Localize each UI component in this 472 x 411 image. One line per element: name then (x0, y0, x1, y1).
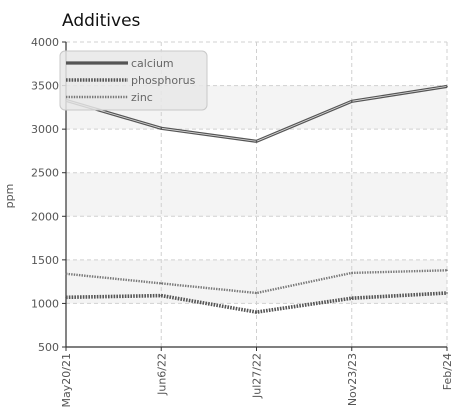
plot-band (66, 172, 447, 217)
data-point-calcium (255, 140, 258, 143)
data-point-calcium (160, 127, 163, 130)
y-tick-label: 1000 (31, 297, 59, 310)
y-axis-label: ppm (3, 184, 16, 209)
data-point-zinc (160, 282, 163, 285)
data-point-phosphorus (350, 297, 353, 300)
series-lines (65, 84, 448, 314)
y-tick-label: 4000 (31, 36, 59, 49)
legend-label-phosphorus: phosphorus (131, 74, 196, 87)
y-tick-label: 3000 (31, 123, 59, 136)
legend: calcium phosphorus zinc (59, 50, 208, 111)
data-point-calcium (350, 100, 353, 103)
x-tick-labels: May20/21 Jun6/22 Jul27/22 Nov23/23 Feb/24 (60, 353, 454, 407)
data-point-calcium (446, 85, 448, 88)
y-tick-label: 2500 (31, 167, 59, 180)
y-tick-labels: 500 1000 1500 2000 2500 3000 3500 4000 (31, 36, 59, 354)
x-tick-label: Jul27/22 (251, 353, 264, 399)
chart-title: Additives (62, 11, 141, 31)
data-point-phosphorus (446, 292, 448, 294)
data-point-zinc (446, 269, 448, 272)
x-tick-label: Feb/24 (441, 353, 454, 390)
y-tick-label: 1500 (31, 254, 59, 267)
y-tick-label: 3500 (31, 80, 59, 93)
y-tick-label: 500 (38, 341, 59, 354)
series-line-zinc (65, 269, 448, 295)
legend-label-calcium: calcium (131, 57, 174, 70)
x-tick-label: May20/21 (60, 353, 73, 407)
y-tick-label: 2000 (31, 210, 59, 223)
data-point-phosphorus (255, 311, 258, 313)
data-point-phosphorus (160, 294, 163, 297)
legend-label-zinc: zinc (131, 91, 153, 104)
x-tick-label: Nov23/23 (346, 353, 359, 406)
x-tick-label: Jun6/22 (155, 353, 168, 396)
data-point-phosphorus (65, 296, 67, 299)
legend-box (59, 50, 208, 111)
data-point-zinc (65, 273, 67, 275)
data-point-zinc (350, 272, 353, 274)
data-point-zinc (255, 292, 258, 294)
